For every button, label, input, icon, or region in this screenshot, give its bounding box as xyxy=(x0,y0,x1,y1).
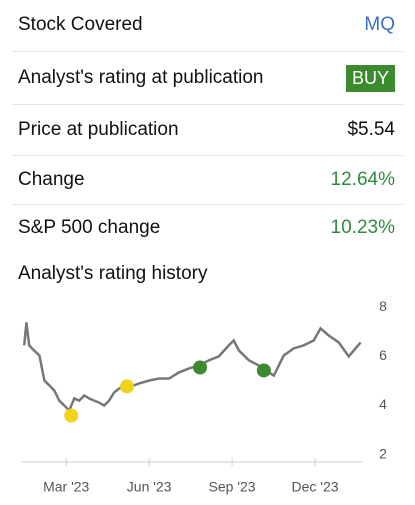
price-line xyxy=(22,322,362,413)
row: Stock Covered MQ xyxy=(18,0,395,50)
x-tick-label: Jun '23 xyxy=(127,479,172,495)
section-title: Analyst's rating history xyxy=(18,263,208,284)
label: Change xyxy=(18,169,85,190)
rating-badge: BUY xyxy=(345,64,395,92)
value: $5.54 xyxy=(347,119,395,140)
row: Analyst's rating at publication BUY xyxy=(18,53,395,103)
separator xyxy=(12,104,403,105)
separator xyxy=(12,204,403,205)
rating-marker xyxy=(256,363,271,378)
rating-marker xyxy=(193,360,208,375)
value: 12.64% xyxy=(330,169,395,190)
y-tick-label: 4 xyxy=(379,396,387,412)
separator xyxy=(12,155,403,156)
x-tick-label: Mar '23 xyxy=(43,479,89,495)
rating-marker xyxy=(64,408,79,423)
x-tick-label: Sep '23 xyxy=(209,479,256,495)
y-tick-label: 2 xyxy=(379,445,387,461)
label: Price at publication xyxy=(18,119,179,140)
row: S&P 500 change 10.23% xyxy=(18,203,395,253)
row: Price at publication $5.54 xyxy=(18,105,395,155)
separator xyxy=(12,51,403,52)
label: Analyst's rating at publication xyxy=(18,67,264,88)
ticker-link[interactable]: MQ xyxy=(364,14,395,35)
rating-marker xyxy=(120,379,135,394)
row: Change 12.64% xyxy=(18,155,395,205)
label: Stock Covered xyxy=(18,14,143,35)
y-tick-label: 8 xyxy=(379,298,387,314)
x-tick-label: Dec '23 xyxy=(291,479,338,495)
value: 10.23% xyxy=(330,217,395,238)
y-tick-label: 6 xyxy=(379,347,387,363)
label: S&P 500 change xyxy=(18,217,161,238)
